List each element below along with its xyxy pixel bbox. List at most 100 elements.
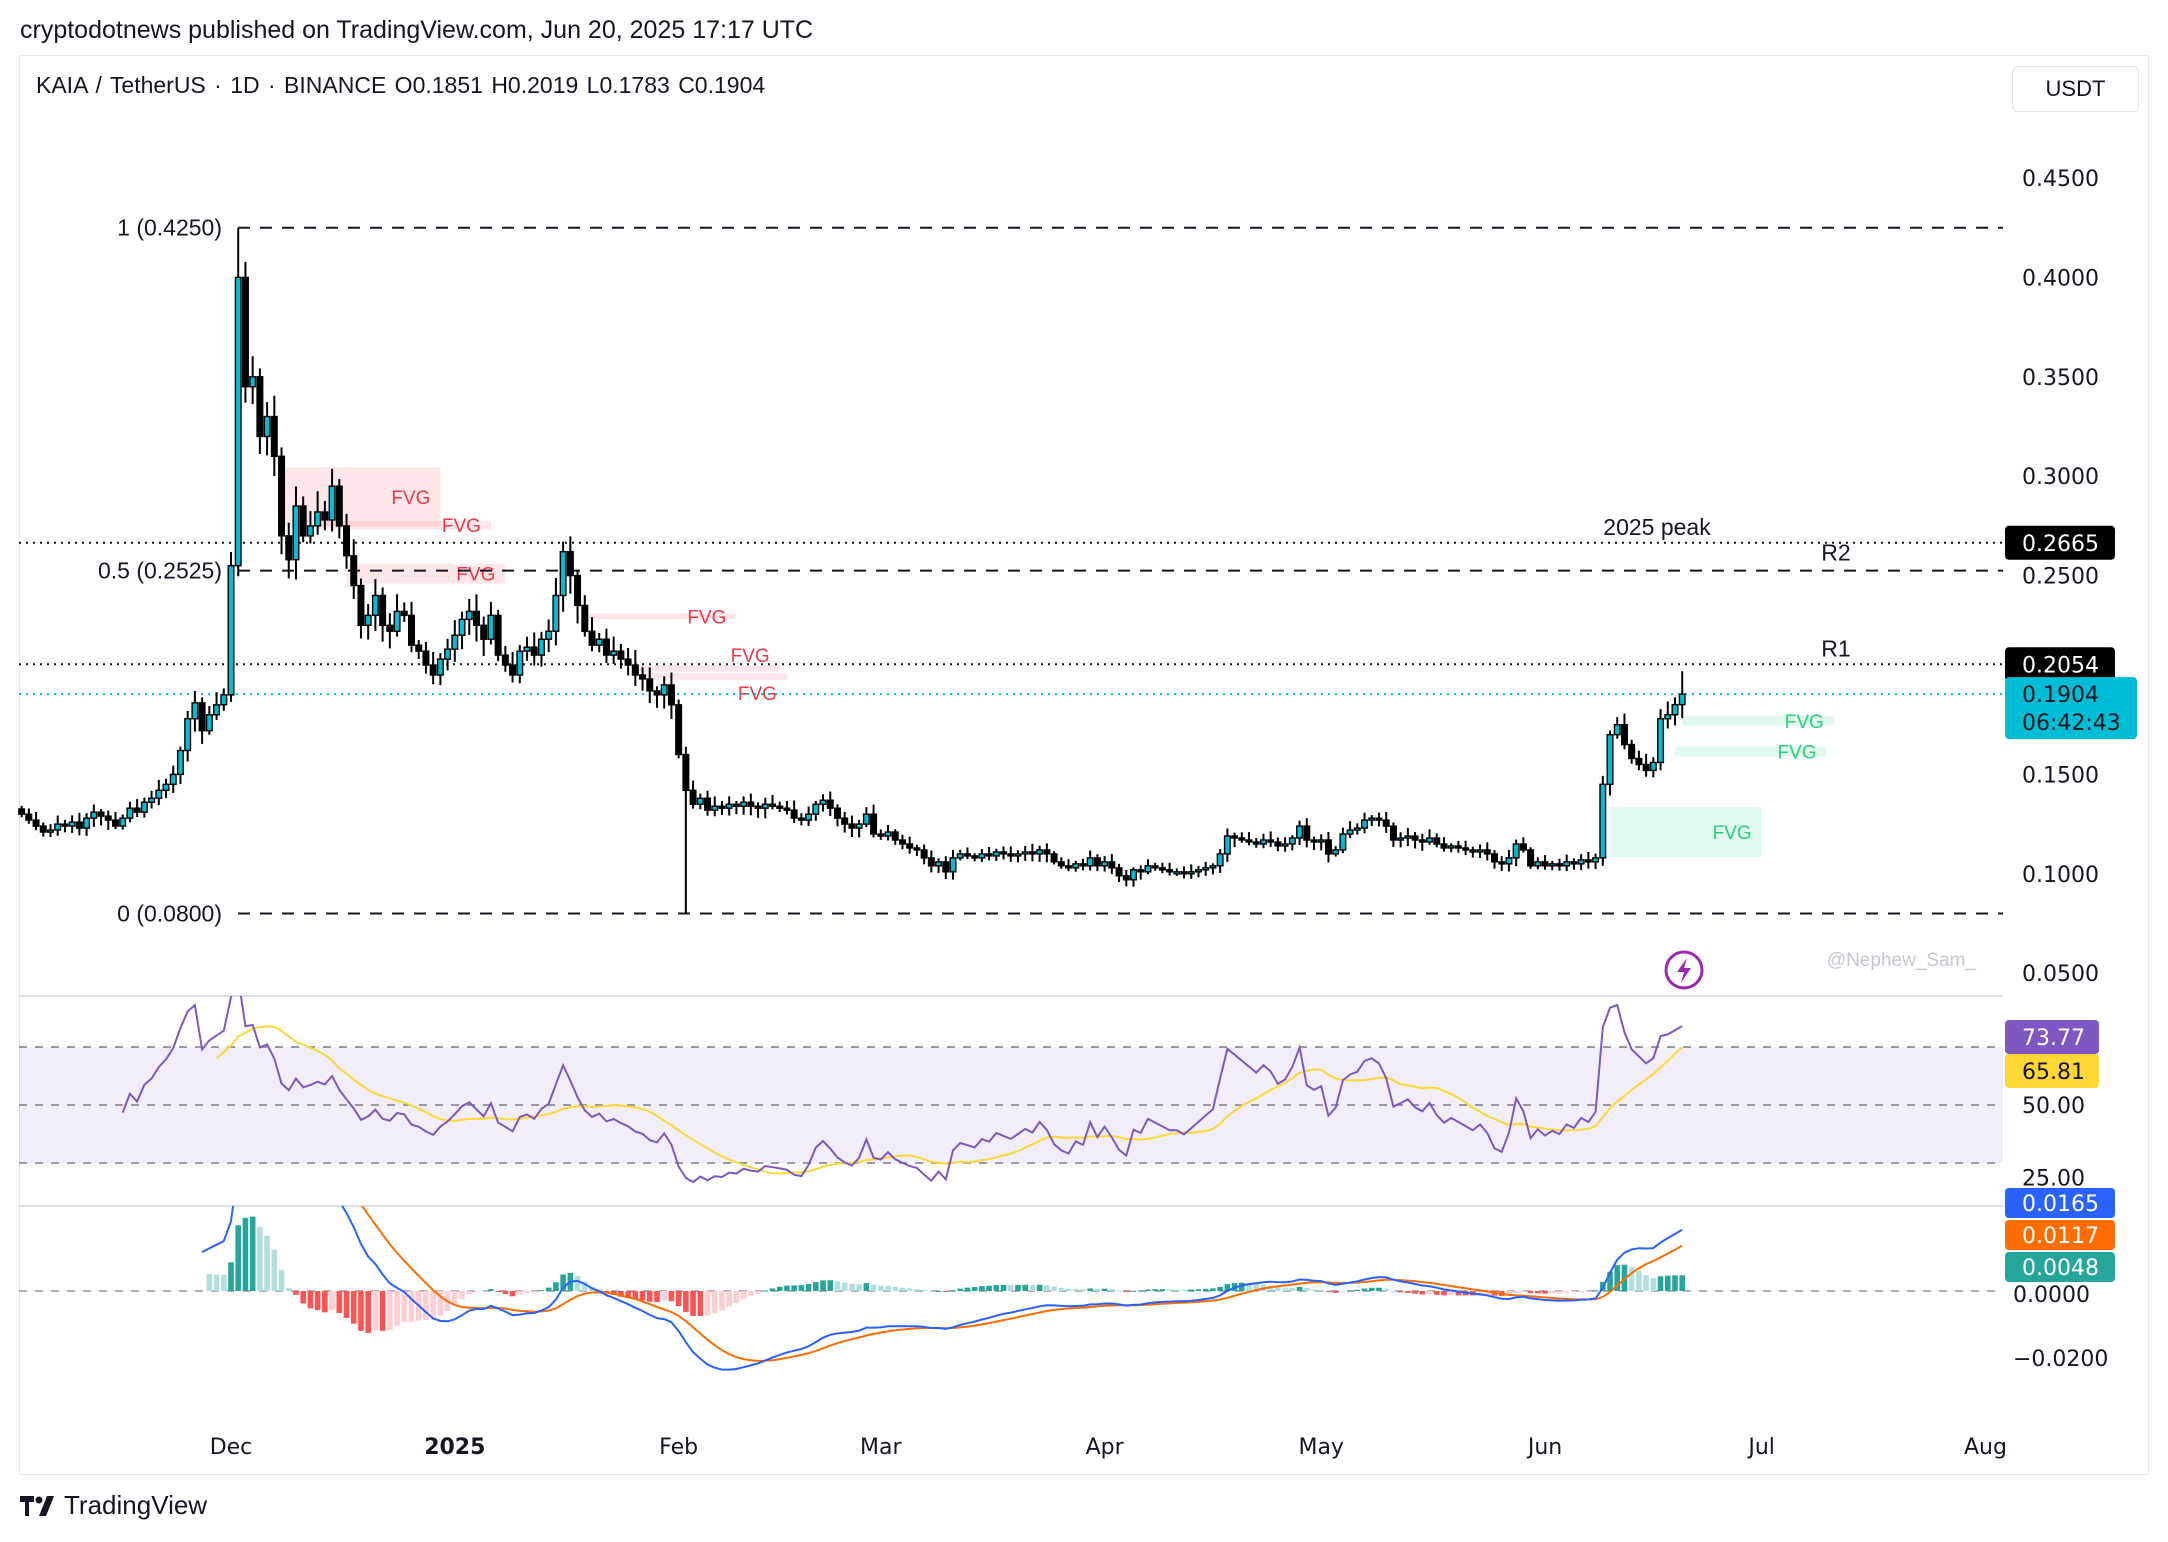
candle-down: [299, 505, 307, 537]
candle-down: [285, 535, 293, 561]
candle-up: [978, 853, 986, 859]
candle-up: [595, 638, 603, 646]
candle-down: [1483, 849, 1491, 855]
candle-up: [552, 594, 560, 632]
candle-up: [1129, 869, 1137, 881]
macd-histogram-bar: [1332, 1291, 1339, 1293]
candle-up: [176, 749, 184, 776]
candle-down: [1490, 853, 1498, 863]
macd-histogram-bar: [358, 1291, 364, 1331]
lightning-icon: [1664, 950, 1704, 990]
candle-up: [292, 505, 300, 561]
macd-histogram-bar: [827, 1280, 834, 1291]
macd-histogram-bar: [300, 1291, 306, 1304]
macd-histogram-bar: [473, 1291, 480, 1292]
macd-histogram-bar: [870, 1284, 877, 1291]
macd-histogram-bar: [1116, 1290, 1122, 1292]
macd-histogram-bar: [1109, 1289, 1115, 1291]
candle-up: [1671, 703, 1679, 716]
symbol-ohlc-legend[interactable]: KAIA / TetherUS · 1D · BINANCE O0.1851 H…: [36, 72, 766, 98]
candle-down: [833, 807, 841, 819]
candle-up: [1505, 857, 1513, 865]
candle-down: [39, 825, 47, 833]
candle-down: [1324, 839, 1332, 855]
candle-down: [906, 843, 914, 849]
candle-down: [415, 644, 423, 652]
macd-histogram-bar: [314, 1291, 321, 1311]
candle-down: [646, 678, 654, 692]
candle-up: [191, 702, 199, 720]
candle-down: [133, 807, 141, 813]
candle-up: [1072, 863, 1080, 869]
macd-histogram-bar: [697, 1291, 704, 1317]
macd-histogram-bar: [1672, 1275, 1678, 1291]
macd-histogram-bar: [1267, 1285, 1274, 1291]
candle-up: [1144, 865, 1152, 873]
candle-up: [47, 829, 55, 833]
macd-histogram-bar: [1080, 1289, 1086, 1291]
candle-down: [429, 664, 437, 676]
macd-histogram-bar: [242, 1217, 249, 1291]
candle-down: [790, 809, 798, 819]
macd-histogram-bar: [1275, 1286, 1281, 1291]
currency-button[interactable]: USDT: [2012, 66, 2139, 112]
candle-down: [848, 823, 856, 829]
rsi-value-badge: [2005, 1020, 2099, 1054]
macd-histogram-bar: [1361, 1288, 1368, 1291]
macd-histogram-bar: [856, 1284, 862, 1291]
macd-histogram-bar: [1585, 1291, 1592, 1292]
macd-histogram-bar: [365, 1291, 371, 1333]
candle-up: [213, 704, 221, 716]
candle-down: [631, 664, 639, 676]
macd-histogram-bar: [257, 1227, 263, 1291]
candle-up: [1281, 843, 1289, 847]
candle-up: [1014, 853, 1022, 857]
candle-down: [689, 789, 697, 805]
candle-up: [761, 803, 769, 809]
macd-histogram-bar: [1253, 1284, 1260, 1291]
candle-down: [870, 813, 878, 835]
macd-histogram-bar: [618, 1291, 624, 1297]
candle-down: [826, 799, 834, 809]
tradingview-logo[interactable]: TradingView: [20, 1490, 207, 1521]
candle-down: [1541, 861, 1549, 867]
candle-down: [1527, 849, 1535, 867]
macd-histogram-bar: [538, 1290, 545, 1292]
candle-down: [841, 817, 849, 825]
candle-down: [1267, 839, 1275, 843]
candle-down: [1635, 757, 1643, 766]
rsi-tick-label: 25.00: [2022, 1167, 2085, 1192]
macd-histogram-bar: [1542, 1291, 1548, 1294]
candle-down: [797, 817, 805, 821]
candle-down: [241, 276, 249, 388]
macd-histogram-bar: [1607, 1271, 1613, 1291]
macd-histogram-bar: [372, 1291, 379, 1331]
candle-up: [162, 783, 170, 792]
candle-down: [1115, 867, 1123, 877]
candle-down: [343, 525, 351, 557]
candle-down: [1584, 859, 1592, 863]
candle-up: [1664, 714, 1672, 720]
candle-down: [639, 674, 647, 680]
macd-histogram-bar: [820, 1280, 826, 1291]
macd-histogram-bar: [1412, 1291, 1418, 1294]
time-tick-label: Mar: [860, 1435, 902, 1460]
macd-histogram-bar: [1007, 1285, 1014, 1291]
rsi-ma-value: 65.81: [2022, 1060, 2085, 1085]
candle-up: [249, 376, 257, 388]
macd-histogram-bar: [1296, 1286, 1303, 1291]
macd-histogram-bar: [914, 1288, 920, 1291]
macd-histogram-bar: [1123, 1291, 1130, 1292]
candle-down: [1570, 861, 1578, 865]
candle-up: [949, 857, 957, 873]
candle-down: [1137, 869, 1145, 873]
fvg-zone: [281, 467, 441, 527]
macd-histogram-bar: [1390, 1290, 1397, 1292]
candle-down: [732, 803, 740, 807]
price-tick-label: 0.1000: [2022, 863, 2099, 888]
macd-histogram-bar: [675, 1291, 682, 1307]
macd-histogram-bar: [1239, 1282, 1245, 1291]
macd-histogram-bar: [1159, 1289, 1166, 1291]
candle-up: [436, 658, 444, 676]
